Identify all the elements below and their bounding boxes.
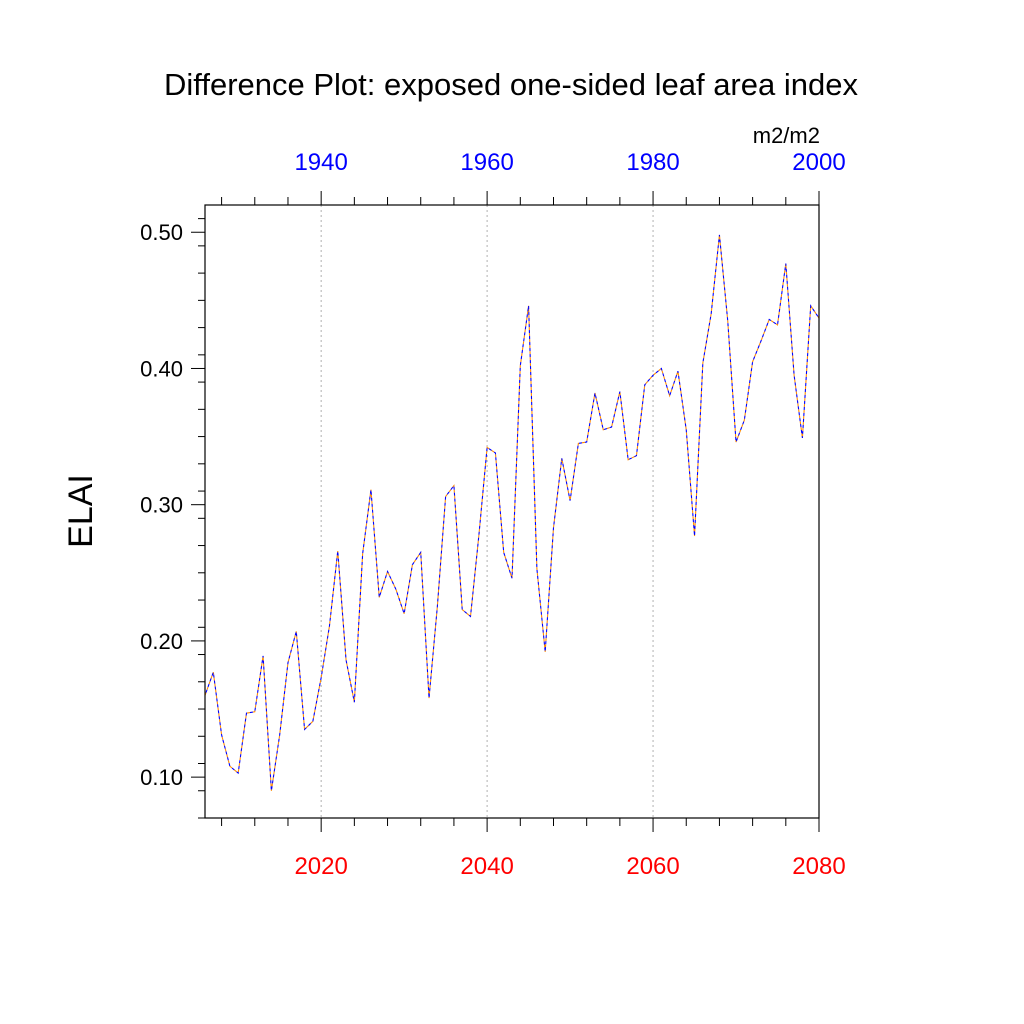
axes-layer: 0.10 0.20 0.30 0.40 0.50 2020 2040 2060 2080 1940… xyxy=(140,149,846,880)
data-point xyxy=(686,429,687,430)
data-point xyxy=(536,568,537,569)
top-tick-label-1980: 1980 xyxy=(626,149,679,176)
data-point xyxy=(611,426,612,427)
data-point xyxy=(254,711,255,712)
data-point xyxy=(445,496,446,497)
data-point xyxy=(312,721,313,722)
data-point xyxy=(810,305,811,306)
data-point xyxy=(345,659,346,660)
data-point xyxy=(379,597,380,598)
data-point xyxy=(221,734,222,735)
top-tick-label-2000: 2000 xyxy=(792,149,845,176)
y-tick-label-0.20: 0.20 xyxy=(140,629,183,654)
chart-title: Difference Plot: exposed one-sided leaf … xyxy=(164,67,858,102)
data-point xyxy=(794,375,795,376)
data-point xyxy=(777,324,778,325)
data-point xyxy=(213,672,214,673)
data-point xyxy=(545,651,546,652)
data-point xyxy=(354,702,355,703)
data-point xyxy=(337,550,338,551)
data-point xyxy=(603,429,604,430)
data-point xyxy=(487,447,488,448)
data-point xyxy=(719,234,720,235)
data-point xyxy=(238,772,239,773)
data-point xyxy=(760,341,761,342)
x-tick-label-2080: 2080 xyxy=(792,853,845,880)
data-point xyxy=(287,662,288,663)
data-point xyxy=(702,362,703,363)
data-point xyxy=(727,320,728,321)
data-point xyxy=(661,368,662,369)
top-tick-label-1940: 1940 xyxy=(294,149,347,176)
y-axis-label: ELAI xyxy=(62,474,100,548)
data-point xyxy=(503,552,504,553)
data-point xyxy=(528,305,529,306)
data-point xyxy=(329,625,330,626)
data-point xyxy=(802,437,803,438)
data-point xyxy=(785,263,786,264)
data-point xyxy=(462,609,463,610)
grid-layer xyxy=(320,205,654,818)
series-line-blue xyxy=(204,234,820,791)
data-point xyxy=(769,319,770,320)
data-point xyxy=(644,384,645,385)
data-point xyxy=(437,606,438,607)
data-point xyxy=(669,395,670,396)
data-point xyxy=(478,535,479,536)
data-point xyxy=(711,313,712,314)
data-point xyxy=(395,589,396,590)
data-point xyxy=(511,578,512,579)
data-point xyxy=(370,489,371,490)
plot-frame xyxy=(204,204,820,819)
data-point xyxy=(652,375,653,376)
data-point xyxy=(387,571,388,572)
data-point xyxy=(694,535,695,536)
data-point xyxy=(296,631,297,632)
x-tick-label-2040: 2040 xyxy=(460,853,513,880)
data-point xyxy=(321,677,322,678)
data-point xyxy=(594,392,595,393)
data-point xyxy=(362,553,363,554)
data-point xyxy=(619,391,620,392)
data-point xyxy=(453,485,454,486)
y-tick-label-0.50: 0.50 xyxy=(140,220,183,245)
data-point xyxy=(271,790,272,791)
data-point xyxy=(578,443,579,444)
data-point xyxy=(628,459,629,460)
data-point xyxy=(404,613,405,614)
data-point xyxy=(246,713,247,714)
data-point xyxy=(304,729,305,730)
series-layer xyxy=(204,234,820,791)
x-tick-label-2060: 2060 xyxy=(626,853,679,880)
series-line-orange xyxy=(204,234,820,791)
data-point xyxy=(586,441,587,442)
data-point xyxy=(412,564,413,565)
data-point xyxy=(428,698,429,699)
data-point xyxy=(553,527,554,528)
data-point xyxy=(520,365,521,366)
data-point xyxy=(262,655,263,656)
data-point xyxy=(229,766,230,767)
x-tick-label-2020: 2020 xyxy=(294,853,347,880)
data-point xyxy=(744,420,745,421)
data-point xyxy=(752,361,753,362)
data-point xyxy=(495,452,496,453)
data-point xyxy=(279,734,280,735)
data-point xyxy=(470,616,471,617)
data-point xyxy=(569,500,570,501)
data-point xyxy=(677,371,678,372)
y-tick-label-0.10: 0.10 xyxy=(140,765,183,790)
data-point xyxy=(420,552,421,553)
data-point xyxy=(561,458,562,459)
y-tick-label-0.40: 0.40 xyxy=(140,356,183,381)
top-tick-label-1960: 1960 xyxy=(460,149,513,176)
y-tick-label-0.30: 0.30 xyxy=(140,493,183,518)
data-point xyxy=(636,455,637,456)
data-point xyxy=(735,441,736,442)
units-label: m2/m2 xyxy=(753,123,820,148)
